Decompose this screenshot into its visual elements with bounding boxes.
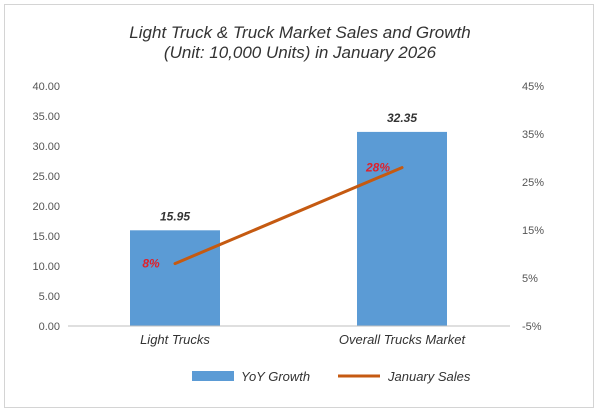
y-left-tick-label: 40.00 [32,81,60,93]
y-right-tick-label: -5% [522,321,542,333]
y-left-tick-label: 30.00 [32,141,60,153]
y-right-tick-label: 25% [522,177,544,189]
series-line [173,166,404,266]
bar [130,230,220,326]
legend-swatch-bar [192,371,234,381]
y-right-tick-label: 45% [522,81,544,93]
y-right-tick-label: 5% [522,273,538,285]
y-right-tick-label: 35% [522,129,544,141]
bar-value-label: 32.35 [387,111,417,125]
chart-frame [4,4,594,408]
category-label: Light Trucks [140,332,210,347]
y-left-tick-label: 15.00 [32,231,60,243]
y-left-tick-label: 5.00 [39,291,60,303]
legend-label: January Sales [387,369,471,384]
y-left-tick-label: 0.00 [39,321,60,333]
line-point-label: 28% [365,161,390,175]
legend-label: YoY Growth [241,369,310,384]
y-left-tick-label: 35.00 [32,111,60,123]
chart-title-line: (Unit: 10,000 Units) in January 2026 [164,43,437,62]
chart-title-line: Light Truck & Truck Market Sales and Gro… [129,23,470,42]
y-left-tick-label: 10.00 [32,261,60,273]
y-right-tick-label: 15% [522,225,544,237]
category-label: Overall Trucks Market [339,332,467,347]
y-left-tick-label: 25.00 [32,171,60,183]
bar [357,131,447,326]
bar-value-label: 15.95 [160,209,190,223]
y-left-tick-label: 20.00 [32,201,60,213]
line-point-label: 8% [142,257,160,271]
